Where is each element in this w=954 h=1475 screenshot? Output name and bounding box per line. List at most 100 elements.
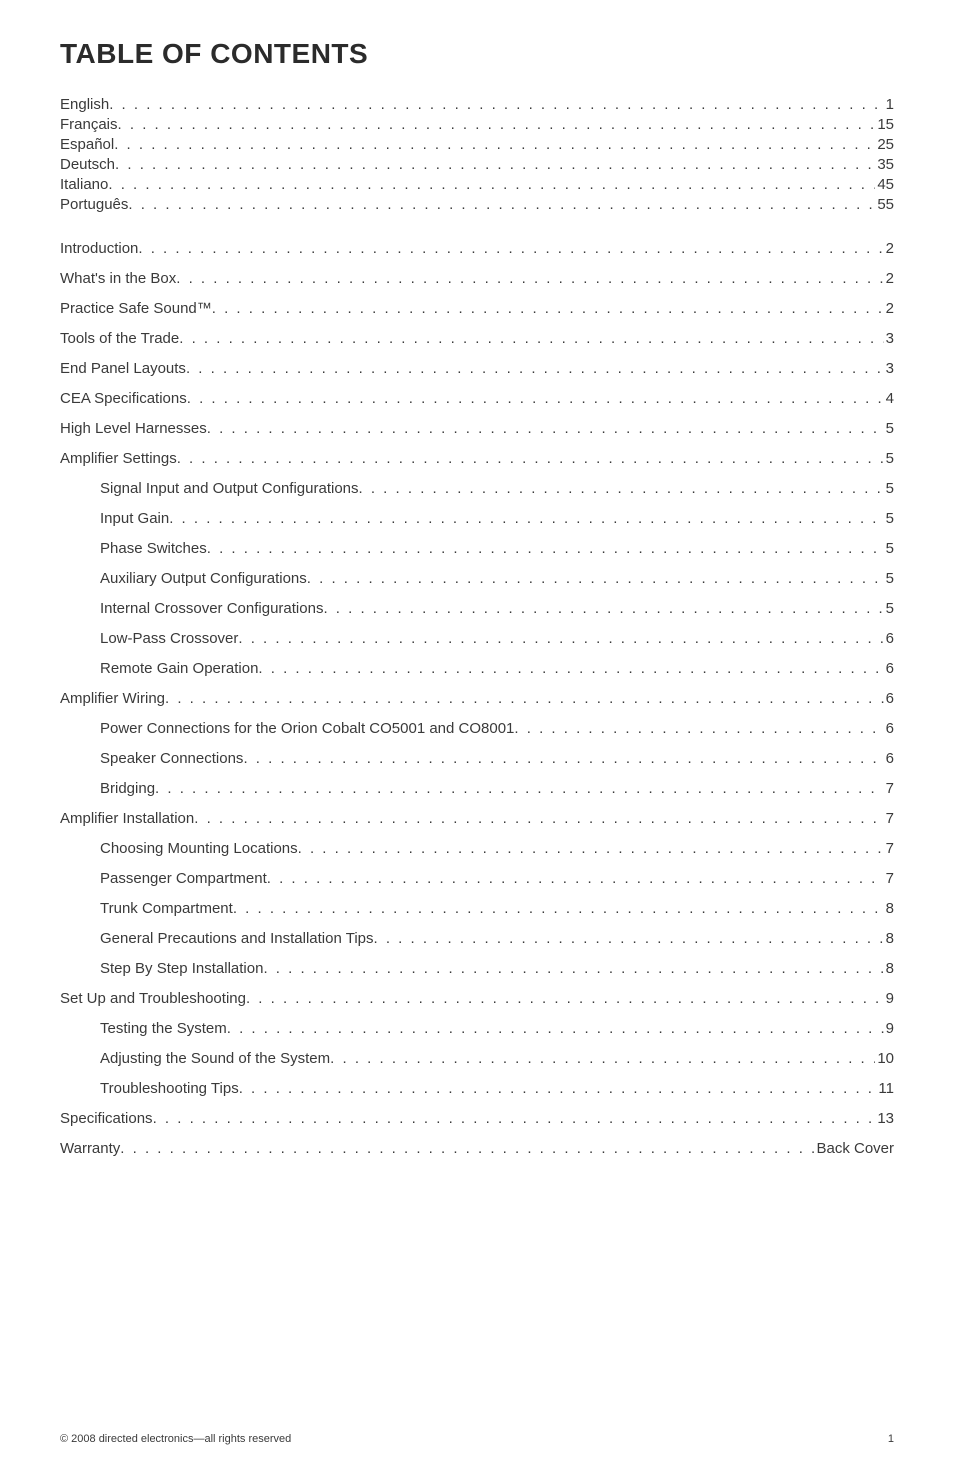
toc-line: Passenger Compartment. . . . . . . . . .… <box>60 870 894 888</box>
toc-label: Trunk Compartment <box>100 900 233 918</box>
toc-line-lang: English . . . . . . . . . . . . . . . . … <box>60 96 894 114</box>
toc-line: What's in the Box. . . . . . . . . . . .… <box>60 270 894 288</box>
toc-page: 9 <box>884 1020 894 1038</box>
toc-page: 7 <box>884 810 894 828</box>
toc-dots: . . . . . . . . . . . . . . . . . . . . … <box>243 750 883 768</box>
toc-page: 9 <box>884 990 894 1008</box>
toc-dots: . . . . . . . . . . . . . . . . . . . . … <box>138 240 883 258</box>
toc-dots: . . . . . . . . . . . . . . . . . . . . … <box>114 136 875 154</box>
toc-label: English <box>60 96 109 114</box>
toc-dots: . . . . . . . . . . . . . . . . . . . . … <box>120 1140 814 1158</box>
toc-line: Set Up and Troubleshooting. . . . . . . … <box>60 990 894 1008</box>
toc-dots: . . . . . . . . . . . . . . . . . . . . … <box>118 116 876 134</box>
toc-line-lang: Italiano . . . . . . . . . . . . . . . .… <box>60 176 894 194</box>
toc-dots: . . . . . . . . . . . . . . . . . . . . … <box>374 930 884 948</box>
toc-page: 5 <box>884 600 894 618</box>
toc-label: Input Gain <box>100 510 169 528</box>
toc-line: Amplifier Wiring. . . . . . . . . . . . … <box>60 690 894 708</box>
toc-page: 7 <box>884 840 894 858</box>
toc-page: 2 <box>884 300 894 318</box>
toc-label: Phase Switches <box>100 540 207 558</box>
toc-dots: . . . . . . . . . . . . . . . . . . . . … <box>514 720 883 738</box>
toc-dots: . . . . . . . . . . . . . . . . . . . . … <box>179 330 883 348</box>
toc-page: 3 <box>884 360 894 378</box>
toc-page: 6 <box>884 750 894 768</box>
toc-dots: . . . . . . . . . . . . . . . . . . . . … <box>359 480 884 498</box>
page-title: TABLE OF CONTENTS <box>60 38 894 70</box>
toc-line: Remote Gain Operation. . . . . . . . . .… <box>60 660 894 678</box>
toc-line: Introduction. . . . . . . . . . . . . . … <box>60 240 894 258</box>
toc-dots: . . . . . . . . . . . . . . . . . . . . … <box>177 450 884 468</box>
toc-dots: . . . . . . . . . . . . . . . . . . . . … <box>323 600 883 618</box>
toc-label: What's in the Box <box>60 270 176 288</box>
toc-dots: . . . . . . . . . . . . . . . . . . . . … <box>263 960 883 978</box>
toc-label: Step By Step Installation <box>100 960 263 978</box>
toc-line: Step By Step Installation. . . . . . . .… <box>60 960 894 978</box>
toc-dots: . . . . . . . . . . . . . . . . . . . . … <box>207 420 884 438</box>
toc-line: Warranty. . . . . . . . . . . . . . . . … <box>60 1140 894 1158</box>
toc-dots: . . . . . . . . . . . . . . . . . . . . … <box>330 1050 875 1068</box>
toc-label: Introduction <box>60 240 138 258</box>
toc-label: Signal Input and Output Configurations <box>100 480 359 498</box>
toc-page: 5 <box>884 510 894 528</box>
toc-line: Internal Crossover Configurations. . . .… <box>60 600 894 618</box>
toc-page: 6 <box>884 660 894 678</box>
toc-page: 35 <box>875 156 894 174</box>
toc-dots: . . . . . . . . . . . . . . . . . . . . … <box>307 570 884 588</box>
toc-dots: . . . . . . . . . . . . . . . . . . . . … <box>165 690 884 708</box>
toc-dots: . . . . . . . . . . . . . . . . . . . . … <box>258 660 883 678</box>
toc-line: Signal Input and Output Configurations. … <box>60 480 894 498</box>
toc-line: Specifications. . . . . . . . . . . . . … <box>60 1110 894 1128</box>
toc-label: CEA Specifications <box>60 390 187 408</box>
toc-page: 10 <box>875 1050 894 1068</box>
toc-page: Back Cover <box>814 1140 894 1158</box>
toc-page: 1 <box>884 96 894 114</box>
toc-line: Troubleshooting Tips. . . . . . . . . . … <box>60 1080 894 1098</box>
toc-line: Power Connections for the Orion Cobalt C… <box>60 720 894 738</box>
toc-label: Internal Crossover Configurations <box>100 600 323 618</box>
toc-label: Amplifier Settings <box>60 450 177 468</box>
toc-label: Speaker Connections <box>100 750 243 768</box>
toc-label: Set Up and Troubleshooting <box>60 990 246 1008</box>
toc-page: 55 <box>875 196 894 214</box>
toc-label: Low-Pass Crossover <box>100 630 238 648</box>
toc-dots: . . . . . . . . . . . . . . . . . . . . … <box>186 360 884 378</box>
toc-line: Speaker Connections. . . . . . . . . . .… <box>60 750 894 768</box>
toc-line-lang: Español . . . . . . . . . . . . . . . . … <box>60 136 894 154</box>
toc-line: Adjusting the Sound of the System. . . .… <box>60 1050 894 1068</box>
page-number: 1 <box>888 1433 894 1445</box>
toc-page: 8 <box>884 930 894 948</box>
toc-line: Amplifier Settings. . . . . . . . . . . … <box>60 450 894 468</box>
toc-line: High Level Harnesses. . . . . . . . . . … <box>60 420 894 438</box>
toc-dots: . . . . . . . . . . . . . . . . . . . . … <box>207 540 884 558</box>
toc-dots: . . . . . . . . . . . . . . . . . . . . … <box>239 1080 877 1098</box>
toc-page: 6 <box>884 720 894 738</box>
toc-page: 5 <box>884 420 894 438</box>
toc-label: Português <box>60 196 128 214</box>
toc-dots: . . . . . . . . . . . . . . . . . . . . … <box>108 176 875 194</box>
toc-page: 6 <box>884 630 894 648</box>
toc-label: Passenger Compartment <box>100 870 267 888</box>
toc-page: 5 <box>884 480 894 498</box>
toc-line: End Panel Layouts. . . . . . . . . . . .… <box>60 360 894 378</box>
toc-label: Français <box>60 116 118 134</box>
toc-line: Low-Pass Crossover. . . . . . . . . . . … <box>60 630 894 648</box>
toc-label: Warranty <box>60 1140 120 1158</box>
toc-label: General Precautions and Installation Tip… <box>100 930 374 948</box>
toc-page: 5 <box>884 450 894 468</box>
toc-label: Practice Safe Sound™ <box>60 300 212 318</box>
toc-line: Trunk Compartment. . . . . . . . . . . .… <box>60 900 894 918</box>
page-footer: © 2008 directed electronics—all rights r… <box>60 1433 894 1445</box>
toc-label: Remote Gain Operation <box>100 660 258 678</box>
toc-line-lang: Português . . . . . . . . . . . . . . . … <box>60 196 894 214</box>
toc-dots: . . . . . . . . . . . . . . . . . . . . … <box>212 300 884 318</box>
toc-line: Testing the System. . . . . . . . . . . … <box>60 1020 894 1038</box>
toc-label: Specifications <box>60 1110 153 1128</box>
toc-dots: . . . . . . . . . . . . . . . . . . . . … <box>238 630 883 648</box>
toc-label: Troubleshooting Tips <box>100 1080 239 1098</box>
toc-line: Tools of the Trade. . . . . . . . . . . … <box>60 330 894 348</box>
toc-page: 4 <box>884 390 894 408</box>
toc-entries: Introduction. . . . . . . . . . . . . . … <box>60 240 894 1158</box>
copyright-text: © 2008 directed electronics—all rights r… <box>60 1433 291 1445</box>
toc-label: End Panel Layouts <box>60 360 186 378</box>
